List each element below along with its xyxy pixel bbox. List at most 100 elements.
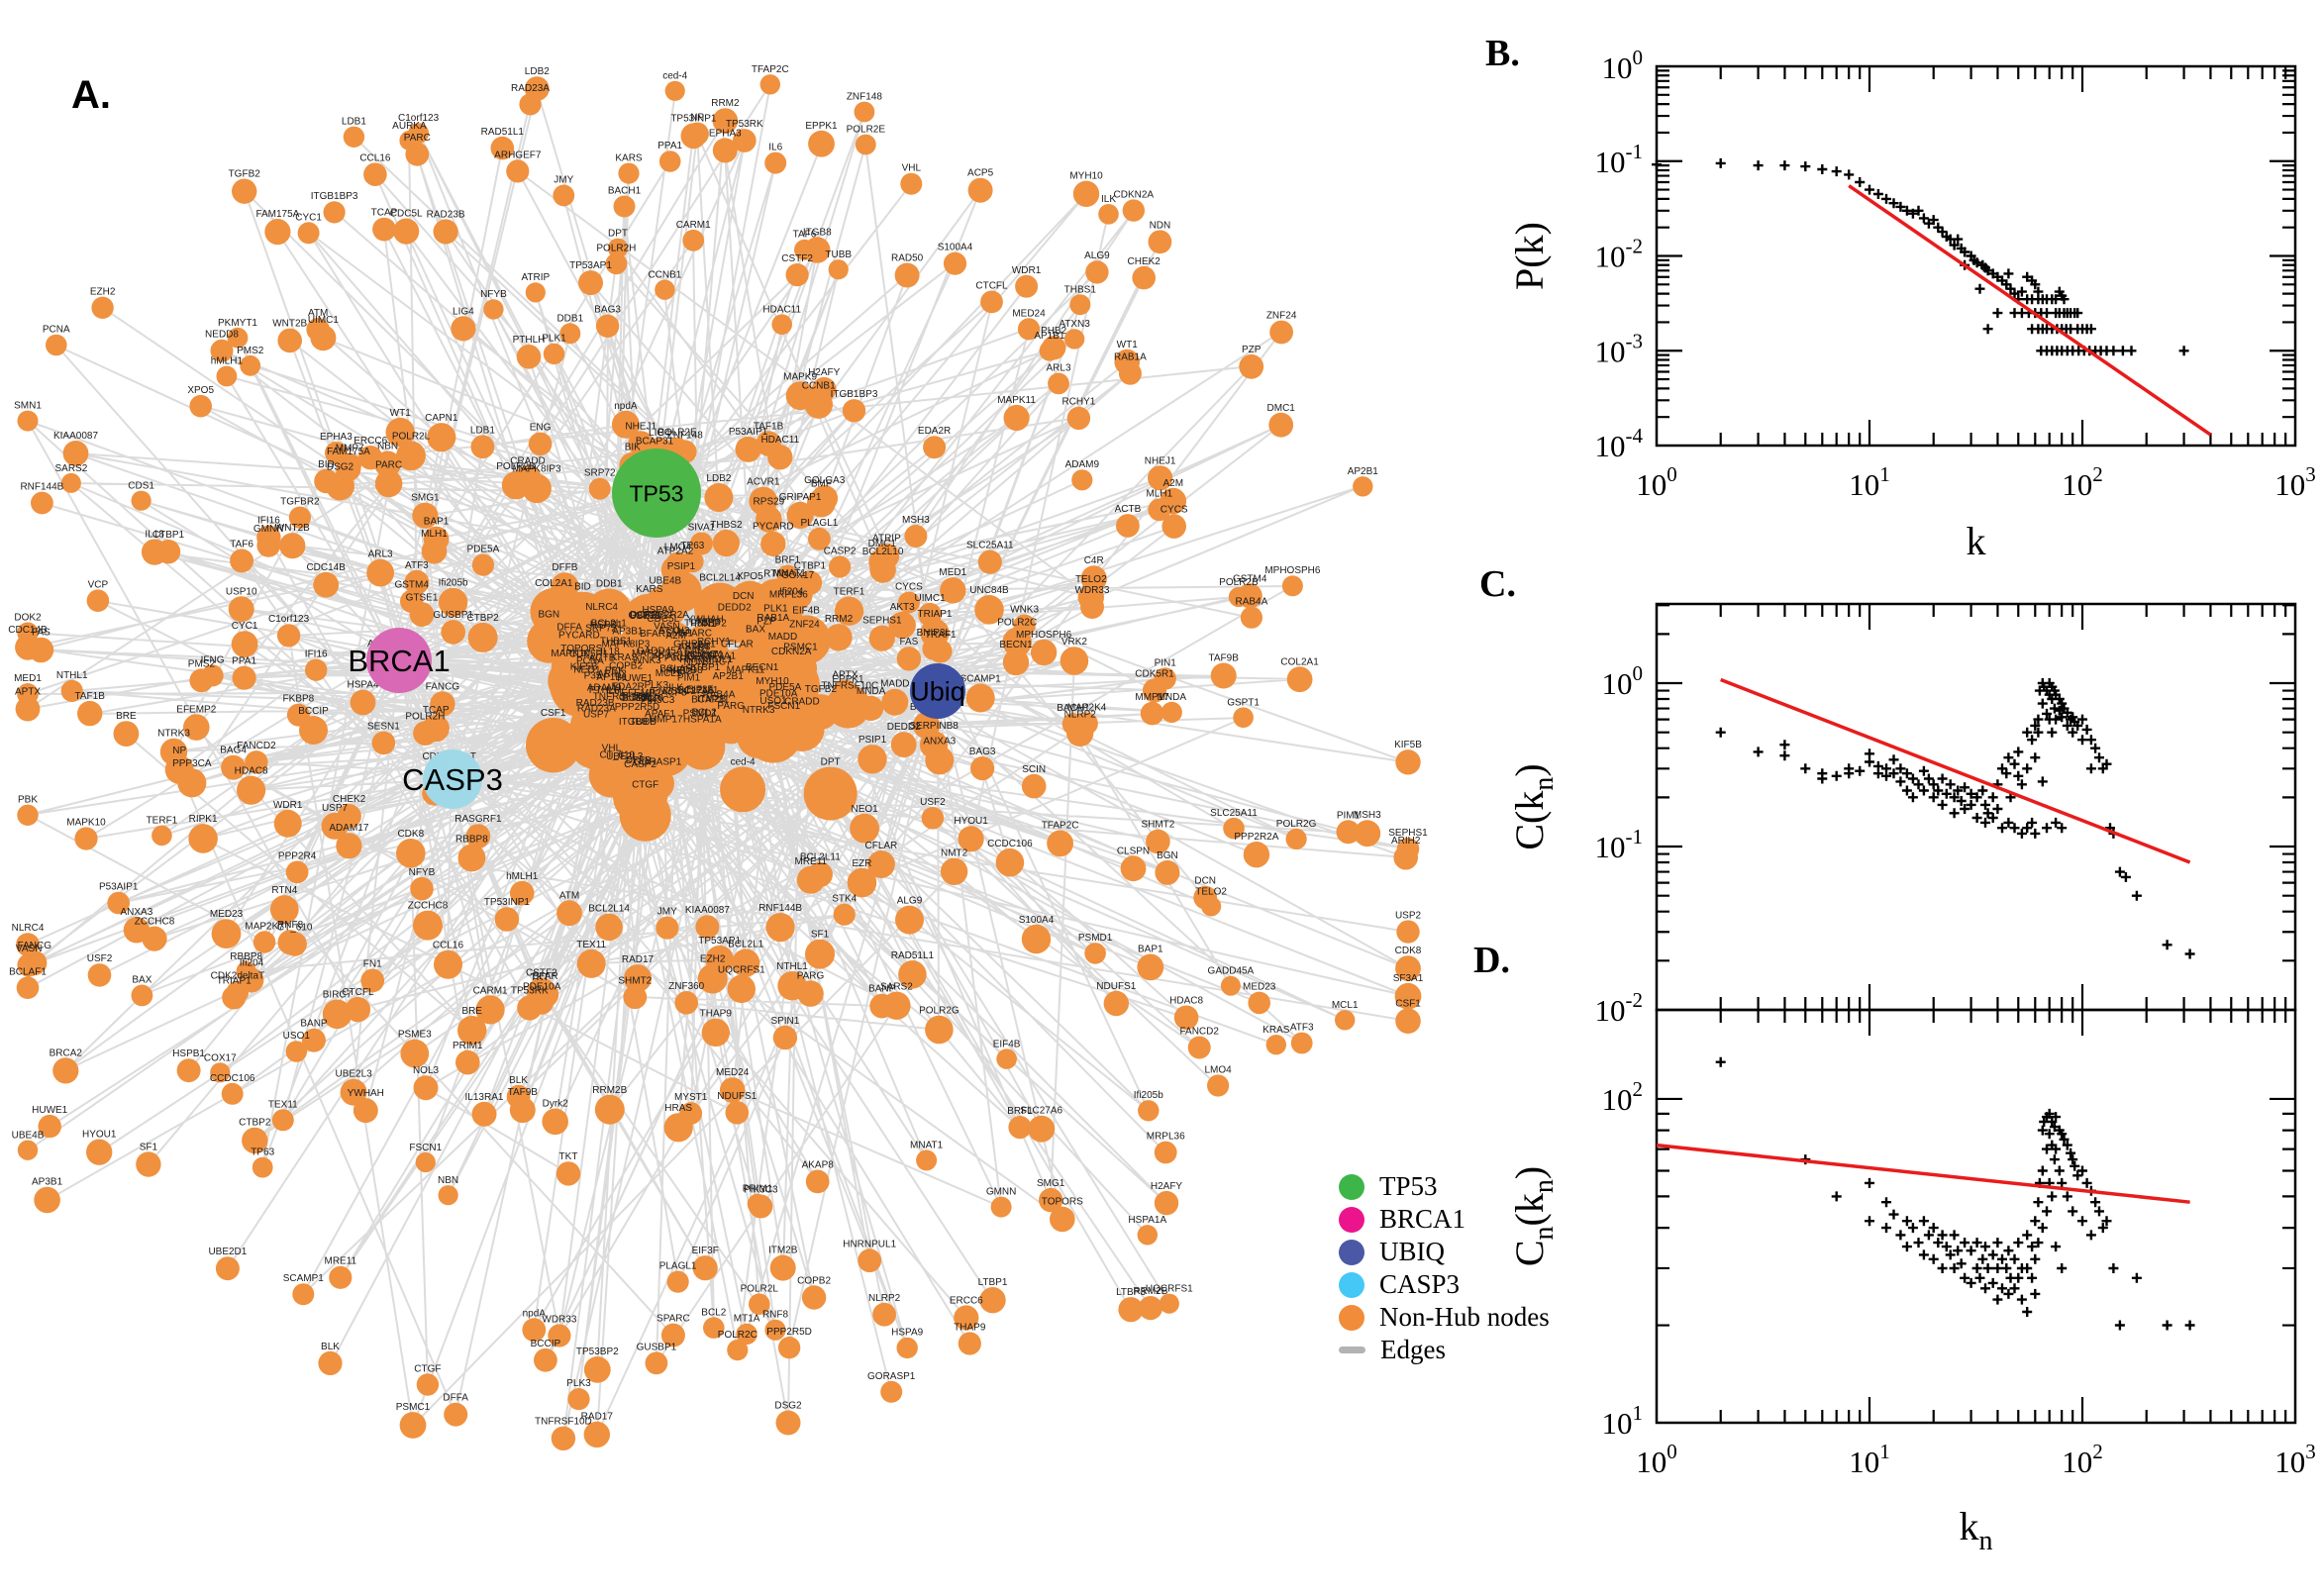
- non-hub-node: [1155, 859, 1180, 885]
- non-hub-node: [970, 756, 995, 781]
- non-hub-node: [506, 159, 530, 183]
- gene-label: CTBP1: [152, 530, 185, 541]
- non-hub-node: [1268, 412, 1294, 438]
- non-hub-node: [777, 1337, 801, 1359]
- gene-label: BAX: [132, 975, 152, 986]
- gene-label: DMC1: [1267, 403, 1296, 414]
- non-hub-node: [415, 1151, 436, 1173]
- gene-label: MAPK8IP3: [601, 639, 650, 649]
- non-hub-node: [660, 1323, 685, 1347]
- non-hub-node: [896, 647, 922, 671]
- non-hub-node: [526, 718, 581, 773]
- non-hub-node: [343, 126, 365, 148]
- non-hub-node: [273, 809, 302, 838]
- non-hub-node: [834, 596, 864, 626]
- non-hub-node: [360, 968, 385, 993]
- gene-label: XPO5: [187, 385, 214, 396]
- gene-label: SMG1: [411, 493, 440, 504]
- gene-label: PLAGL1: [659, 1260, 697, 1271]
- gene-label: GSPT1: [629, 610, 661, 621]
- legend-label: UBIQ: [1379, 1237, 1445, 1266]
- non-hub-node: [895, 905, 924, 935]
- gene-label: PZP: [757, 616, 776, 627]
- gene-label: DFFB: [626, 755, 652, 766]
- gene-label: POLR2H: [405, 711, 445, 722]
- gene-label: ITGB1BP3: [831, 389, 878, 400]
- gene-label: Ifi205b: [1134, 1090, 1163, 1101]
- gene-label: CDK5R1: [1135, 668, 1174, 679]
- gene-label: PPP2R2A: [1234, 832, 1278, 843]
- gene-label: WDR33: [1074, 585, 1109, 596]
- gene-label: SMN1: [665, 628, 693, 639]
- non-hub-node: [279, 533, 306, 559]
- gene-label: ITGB1BP3: [311, 191, 358, 202]
- non-hub-node: [645, 1351, 668, 1375]
- gene-label: BANP: [300, 1019, 328, 1030]
- non-hub-node: [465, 824, 491, 848]
- gene-label: UIMC1: [915, 593, 947, 604]
- gene-label: CAPN1: [425, 413, 458, 424]
- non-hub-node: [228, 596, 254, 623]
- gene-label: POLR2L: [741, 1283, 779, 1294]
- non-hub-node: [107, 891, 130, 915]
- gene-label: C4R: [685, 646, 705, 656]
- non-hub-node: [576, 680, 609, 713]
- gene-label: CDC14B: [8, 625, 48, 636]
- non-hub-node: [1335, 1010, 1356, 1031]
- non-hub-node: [421, 538, 448, 564]
- non-hub-node: [1080, 565, 1107, 592]
- gene-label: BCAP31: [636, 436, 674, 447]
- gene-label: PMS2: [188, 658, 216, 669]
- gene-label: UBE2D1: [630, 611, 668, 622]
- gene-label: ZNF24: [1266, 311, 1297, 322]
- non-hub-node: [578, 270, 603, 296]
- chart-panel-C: 100 10-1 10-2 C(kn​): [1507, 602, 2297, 1028]
- gene-label: H2AFY: [1151, 1181, 1183, 1192]
- non-hub-node: [1118, 361, 1142, 385]
- gene-label: EZR: [852, 858, 871, 869]
- gene-label: WDR1: [1012, 265, 1042, 276]
- gene-label: DMC1: [868, 539, 897, 549]
- non-hub-node: [1098, 204, 1119, 225]
- gene-label: P35: [584, 671, 602, 682]
- non-hub-node: [688, 704, 732, 748]
- gene-label: RAD17: [581, 1412, 614, 1423]
- x-tick-label: 100: [1636, 462, 1677, 502]
- gene-label: DCN: [1194, 876, 1216, 887]
- gene-label: POLR2L: [392, 431, 431, 442]
- non-hub-node: [898, 960, 927, 989]
- gene-label: BRE: [116, 711, 137, 722]
- gene-label: BRCA2: [50, 1047, 83, 1058]
- y-tick-label: 10-1: [1595, 140, 1644, 179]
- gene-label: MYST1: [674, 1092, 708, 1103]
- gene-label: BRF1: [1007, 1106, 1033, 1117]
- non-hub-node: [292, 1283, 315, 1306]
- gene-label: MED24: [716, 1067, 750, 1078]
- non-hub-node: [188, 824, 218, 853]
- statistics-plots: 100 101 102 10310010-110-210-310-4kP(k)1001…: [1507, 46, 2316, 1556]
- gene-label: LMO4: [1204, 1065, 1232, 1076]
- non-hub-node: [703, 1317, 725, 1339]
- gene-label: WDR33: [542, 1315, 576, 1326]
- non-hub-node: [385, 417, 415, 448]
- gene-label: AP2B1: [713, 671, 745, 682]
- gene-label: UNC84B: [969, 585, 1009, 596]
- gene-label: PPP2R5D: [615, 702, 660, 713]
- gene-label: ITM2B: [768, 1246, 798, 1256]
- non-hub-node: [613, 769, 667, 824]
- gene-label: GORASP1: [867, 1371, 916, 1382]
- gene-label: CRADD: [510, 455, 546, 466]
- gene-label: KARS: [615, 153, 643, 164]
- gene-label: hMLH1: [506, 871, 539, 882]
- non-hub-node: [712, 138, 738, 163]
- gene-label: ANXA3: [121, 907, 153, 918]
- non-hub-node: [400, 1039, 430, 1068]
- non-hub-node: [221, 754, 247, 780]
- gene-label: TNFRSF10D: [593, 692, 651, 703]
- gene-label: CSTF2: [526, 968, 557, 979]
- non-hub-node: [551, 1426, 576, 1451]
- axis-ticks: [1657, 604, 2295, 1010]
- non-hub-node: [410, 876, 434, 901]
- non-hub-node: [804, 237, 831, 263]
- non-hub-node: [576, 719, 616, 759]
